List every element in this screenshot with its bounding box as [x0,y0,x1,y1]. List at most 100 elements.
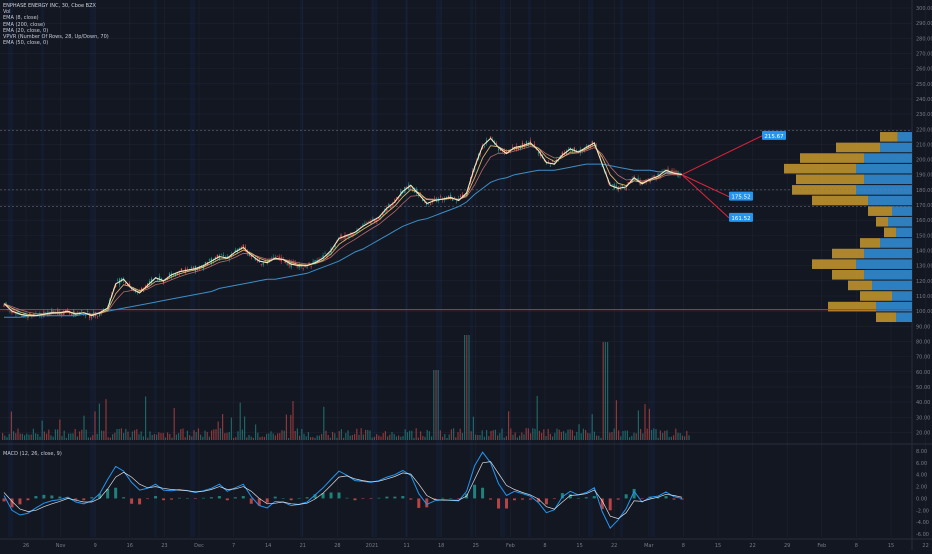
time-tick-label: Nov [56,543,66,549]
candle-body [306,267,308,269]
candle-body [659,174,661,178]
volume-bar [512,434,514,440]
volume-bar [435,370,437,440]
volume-bar [391,431,393,440]
volume-bar [358,434,360,440]
time-tick-label: 21 [300,543,306,549]
candle-body [314,260,316,263]
candle-body [3,304,5,307]
volume-bar [263,436,265,440]
volume-bar [26,433,28,440]
candle-body [65,309,67,311]
price-tick-label: 210.00 [916,142,932,148]
volume-bar [70,433,72,440]
volume-bar [2,433,4,440]
volume-bar [466,335,468,440]
macd-tick-label: -4.00 [916,520,929,526]
projection-label-bg [762,130,786,140]
candle-body [661,172,663,173]
time-tick-label: 8 [682,543,685,549]
volume-bar [653,428,655,440]
volume-bar [17,428,19,440]
candle-body [354,233,356,235]
candle-body [440,196,442,198]
candle-body [595,145,597,147]
candle-body [272,257,274,258]
volume-bar [675,428,677,440]
volume-bar [41,420,43,440]
volume-bar [642,433,644,440]
macd-histogram-bar [632,488,636,499]
volume-bar [380,436,382,440]
volume-bar [644,404,646,440]
volume-bar [578,424,580,440]
candle-body [310,266,312,267]
volume-bar [404,429,406,440]
candle-body [527,142,530,146]
candle-body [83,314,85,316]
volume-bar [626,430,628,440]
price-tick-label: 140.00 [916,249,932,255]
volume-bar [94,411,96,440]
volume-bar [686,430,688,440]
volume-bar [629,437,631,440]
macd-histogram-bar [489,498,493,500]
volume-bar [589,433,591,440]
volume-bar [164,437,166,440]
candle-body [121,277,123,282]
macd-histogram-bar [473,484,477,499]
volume-bar [446,437,448,440]
session-band [650,0,655,537]
volume-bar [413,437,415,440]
volume-bar [450,429,452,440]
volume-bar [453,428,455,440]
candle-body [226,256,228,258]
volume-bar [57,429,59,440]
volume-bar [488,436,490,440]
volume-bar [314,437,316,440]
volume-bar [338,431,340,440]
macd-histogram-bar [209,497,213,499]
volume-bar [222,414,224,440]
time-tick-label: 8 [543,543,546,549]
candle-body [260,263,262,265]
macd-histogram-bar [154,496,158,499]
volume-bar [305,436,307,440]
time-tick-label: 22 [749,543,755,549]
volume-bar [545,436,547,440]
macd-histogram-bar [34,496,38,499]
volume-bar [530,433,532,440]
volume-bar [79,431,81,440]
volume-bar [336,437,338,440]
candle-body [33,313,35,316]
candle-body [328,253,330,256]
projection-label: 175.52 [731,195,750,201]
volume-bar [433,370,435,440]
volume-bar [160,433,162,440]
price-tick-label: 90.00 [916,324,930,330]
macd-tick-label: 2.00 [916,485,927,491]
volume-bar [505,436,507,440]
volume-bar [6,437,8,440]
candle-body [621,184,623,187]
candle-body [483,146,486,147]
volume-bar [490,430,492,440]
volume-bar [142,436,144,440]
macd-tick-label: 0.00 [916,496,927,502]
volume-bar [321,434,323,440]
candle-body [89,313,91,318]
macd-histogram-bar [185,498,189,499]
volume-bar [516,437,518,440]
vp-bar-up [864,269,912,280]
volume-profile [784,132,912,323]
candle-body [462,194,464,197]
volume-bar [158,432,160,440]
volume-bar [224,433,226,440]
volume-bar [426,429,428,440]
volume-bar [543,429,545,440]
price-tick-label: 290.00 [916,21,932,27]
macd-histogram-bar [313,494,317,499]
volume-bar [666,430,668,440]
